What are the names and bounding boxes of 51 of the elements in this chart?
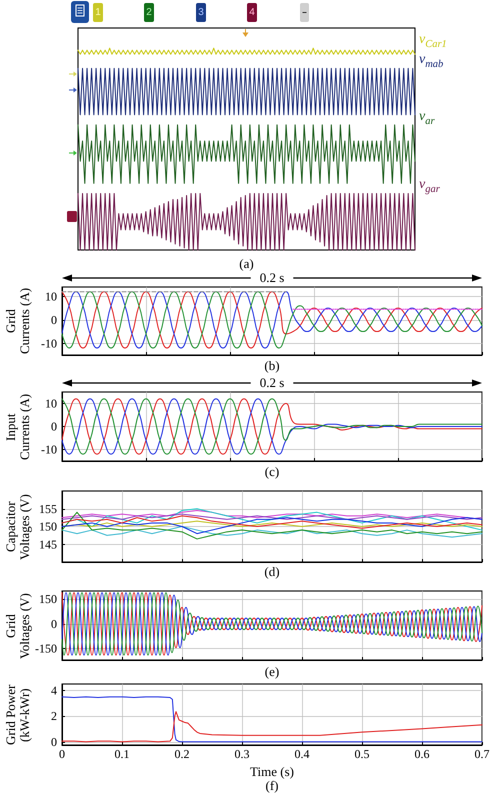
- y-tick-label: 0: [51, 312, 57, 327]
- x-tick-label: 0.2: [174, 747, 190, 761]
- text: (c): [264, 464, 280, 479]
- y-tick-label: 0: [51, 734, 57, 749]
- line-series: [62, 526, 482, 538]
- y-tick-label: 150: [39, 592, 57, 606]
- text: (e): [264, 664, 280, 679]
- text: (b): [264, 358, 280, 373]
- y-axis-title: Grid Voltages (V): [3, 592, 32, 661]
- series-label: v$_{ar}$: [419, 108, 435, 127]
- y-tick-label: -10: [41, 336, 57, 350]
- text: (f): [266, 778, 278, 793]
- x-axis-title: Time (s): [250, 764, 294, 779]
- y-axis-title: Capacitor Voltages (V): [3, 492, 32, 562]
- y-tick-label: 155: [39, 502, 57, 516]
- y-tick-label: 4: [51, 683, 57, 698]
- x-tick-label: 0.7: [474, 747, 490, 761]
- text: (d): [264, 564, 280, 579]
- y-tick-label: 0: [51, 616, 57, 631]
- x-tick-label: 0.5: [354, 747, 370, 761]
- channel-badge: 3: [196, 3, 206, 22]
- line-series: [62, 291, 482, 348]
- y-tick-label: 2: [51, 709, 57, 724]
- y-tick-label: 10: [45, 289, 57, 304]
- series-label: v$_{gar}$: [419, 177, 440, 196]
- x-tick-label: 0.1: [114, 747, 130, 761]
- y-tick-label: 0: [51, 420, 57, 434]
- y-axis-title: Input Currents (A): [3, 392, 32, 462]
- text: 0.2 s: [260, 270, 284, 285]
- line-series: [62, 512, 482, 540]
- x-tick-label: 0.6: [414, 747, 430, 761]
- y-tick-label: 150: [39, 520, 57, 534]
- series-label: v$_{Car1}$: [419, 32, 447, 50]
- y-axis-title: Grid Power (kW-kWr): [3, 683, 32, 747]
- line-series: [62, 517, 482, 534]
- y-axis-title: Grid Currents (A): [3, 286, 32, 356]
- y-tick-label: 145: [39, 537, 57, 552]
- y-tick-label: -10: [41, 442, 57, 456]
- channel-badge: 1: [93, 3, 103, 22]
- x-tick-label: 0.4: [294, 747, 310, 761]
- text: 0.2 s: [260, 375, 284, 390]
- line-series: [62, 592, 482, 656]
- text: (a): [239, 256, 254, 271]
- series-label: v$_{mab}$: [419, 52, 444, 70]
- channel-badge: 4: [247, 3, 257, 22]
- channel-badge: 2: [144, 3, 154, 22]
- line-series: [62, 398, 482, 455]
- x-tick-label: 0.3: [234, 747, 250, 761]
- y-tick-label: -150: [35, 642, 57, 656]
- line-series: [62, 515, 482, 529]
- y-tick-label: 10: [45, 396, 57, 410]
